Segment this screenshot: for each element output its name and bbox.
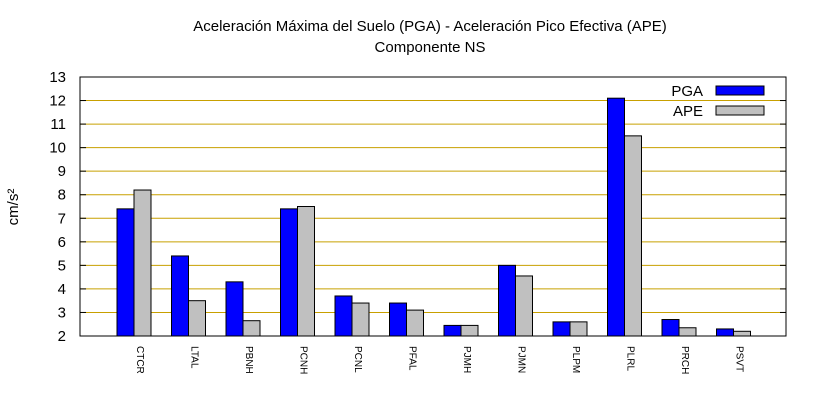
x-tick-label: PRCH (679, 346, 690, 374)
legend-swatch-pga (715, 85, 765, 96)
plot-frame (79, 76, 787, 337)
y-tick-label: 5 (58, 257, 66, 274)
x-tick-label: PLRL (625, 346, 636, 371)
bar-pga-pbnh (225, 281, 244, 337)
x-tick-label: LTAL (189, 346, 200, 369)
bar-pga-pcnh (280, 208, 298, 337)
y-tick-label: 4 (58, 281, 66, 298)
legend-label: PGA (671, 83, 703, 100)
bar-ape-ctcr (133, 189, 152, 337)
x-tick-label: CTCR (134, 346, 145, 374)
x-tick-label: PCNL (352, 346, 363, 373)
legend: PGA APE (671, 83, 765, 120)
bar-ape-ltal (188, 300, 206, 337)
y-axis-label: cm/s² (5, 189, 22, 226)
bar-pga-prch (661, 319, 680, 337)
bar-pga-plpm (552, 321, 571, 337)
y-tick-label: 7 (58, 210, 66, 227)
x-tick-label: PJMH (461, 346, 472, 373)
bar-ape-plrl (624, 135, 642, 337)
bar-ape-plpm (569, 321, 588, 337)
bars (116, 97, 751, 337)
bar-pga-pjmh (443, 324, 462, 337)
chart-subtitle: Componente NS (375, 39, 486, 56)
y-tick-label: 12 (49, 93, 66, 110)
bar-ape-pcnl (351, 302, 370, 337)
bar-pga-pfal (389, 302, 407, 337)
chart-title: Aceleración Máxima del Suelo (PGA) - Ace… (193, 18, 667, 35)
y-tick-label: 9 (58, 163, 66, 180)
x-tick-label: PSVT (734, 346, 745, 372)
y-tick-label: 8 (58, 187, 66, 204)
y-tick-label: 11 (50, 116, 66, 133)
bar-ape-pjmn (515, 275, 533, 337)
legend-swatch-ape (715, 105, 765, 116)
bar-pga-ctcr (116, 208, 135, 337)
bar-ape-pjmh (460, 324, 479, 337)
x-tick-label: PJMN (516, 346, 527, 373)
gridlines (80, 100, 786, 313)
y-tick-label: 3 (58, 304, 66, 321)
bar-pga-pcnl (334, 295, 353, 337)
x-tick-label: PBNH (243, 346, 254, 374)
y-tick-label: 13 (49, 69, 66, 86)
bar-ape-prch (678, 327, 697, 337)
bar-ape-psvt (733, 330, 751, 337)
bar-ape-pbnh (242, 320, 261, 337)
bar-pga-pjmn (498, 264, 516, 337)
y-tick-label: 6 (58, 234, 66, 251)
bar-pga-psvt (716, 328, 734, 337)
y-tick-label: 10 (49, 140, 66, 157)
y-axis: 2 3 4 5 6 7 8 9 10 11 12 13 (49, 69, 786, 345)
bar-ape-pcnh (297, 206, 315, 337)
bar-pga-ltal (171, 255, 189, 337)
x-tick-label: PCNH (298, 346, 309, 374)
bar-ape-pfal (406, 309, 424, 337)
legend-label: APE (673, 103, 703, 120)
y-tick-label: 2 (58, 328, 66, 345)
x-tick-label: PFAL (407, 346, 418, 371)
bar-pga-plrl (607, 97, 625, 337)
x-tick-label: PLPM (570, 346, 581, 373)
x-axis: CTCR LTAL PBNH PCNH PCNL PFAL PJMH PJMN PLPM PLRL… (133, 330, 745, 374)
